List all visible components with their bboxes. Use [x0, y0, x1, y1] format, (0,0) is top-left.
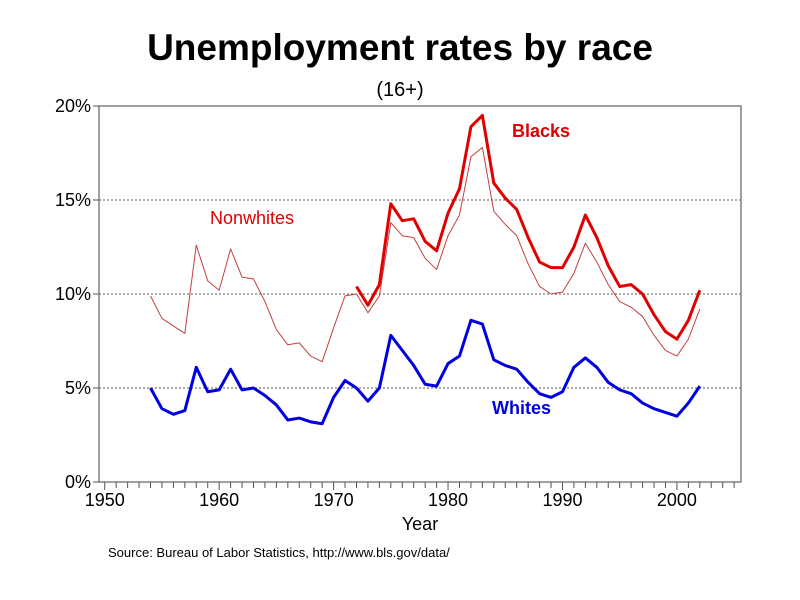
y-tick-label: 15% [55, 190, 91, 210]
chart-subtitle: (16+) [376, 79, 423, 101]
legend-label-blacks: Blacks [512, 121, 570, 141]
series-line-blacks [355, 113, 702, 341]
y-tick-label: 10% [55, 284, 91, 304]
x-tick-label: 1990 [542, 490, 582, 510]
series-line-whites [149, 318, 702, 426]
source-note: Source: Bureau of Labor Statistics, http… [108, 545, 450, 560]
y-tick-label: 0% [65, 472, 91, 492]
x-tick-label: 1960 [199, 490, 239, 510]
chart-title: Unemployment rates by race [147, 27, 653, 68]
y-tick-label: 5% [65, 378, 91, 398]
series-line-nonwhites [150, 146, 701, 363]
x-tick-label: 2000 [657, 490, 697, 510]
x-tick-label: 1970 [314, 490, 354, 510]
y-tick-label: 20% [55, 96, 91, 116]
legend-label-whites: Whites [492, 398, 551, 418]
x-axis-label: Year [402, 514, 438, 534]
legend-label-nonwhites: Nonwhites [210, 208, 294, 228]
x-tick-label: 1950 [85, 490, 125, 510]
x-tick-label: 1980 [428, 490, 468, 510]
